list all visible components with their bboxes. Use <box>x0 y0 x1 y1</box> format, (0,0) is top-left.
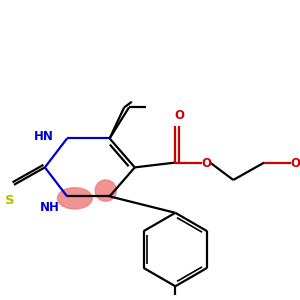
Ellipse shape <box>57 188 92 209</box>
Text: HN: HN <box>34 130 54 143</box>
Text: S: S <box>5 194 15 208</box>
Text: O: O <box>201 157 211 170</box>
Text: O: O <box>174 109 184 122</box>
Text: O: O <box>290 157 300 170</box>
Text: NH: NH <box>40 201 59 214</box>
Ellipse shape <box>95 180 116 201</box>
